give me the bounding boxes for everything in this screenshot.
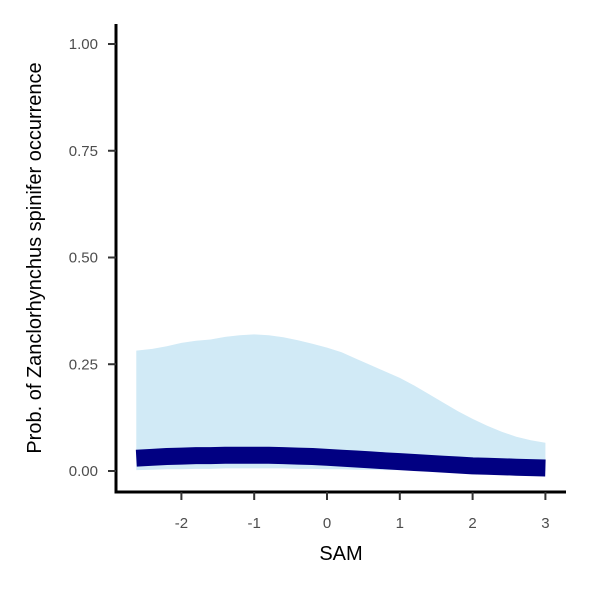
fit-line-layer — [135, 446, 546, 477]
x-tick-label: 0 — [323, 515, 331, 532]
x-tick-label: 3 — [541, 515, 549, 532]
confidence-band — [136, 334, 546, 471]
y-tick-label: 0.75 — [69, 143, 98, 160]
x-tick-label: -2 — [175, 515, 188, 532]
confidence-band-layer — [136, 334, 546, 471]
x-tick-label: 2 — [468, 515, 476, 532]
y-tick-label: 0.50 — [69, 250, 98, 267]
fit-line — [135, 446, 546, 477]
x-axis-title: SAM — [319, 543, 362, 565]
x-tick-label: -1 — [248, 515, 261, 532]
x-tick-label: 1 — [396, 515, 404, 532]
y-tick-label: 0.00 — [69, 463, 98, 480]
x-axis-ticks: -2 -1 0 1 2 3 — [175, 492, 550, 532]
y-tick-label: 1.00 — [69, 36, 98, 53]
y-axis-ticks: 0.00 0.25 0.50 0.75 1.00 — [69, 36, 116, 480]
y-axis-title: Prob. of Zanclorhynchus spinifer occurre… — [24, 62, 46, 453]
y-tick-label: 0.25 — [69, 356, 98, 373]
